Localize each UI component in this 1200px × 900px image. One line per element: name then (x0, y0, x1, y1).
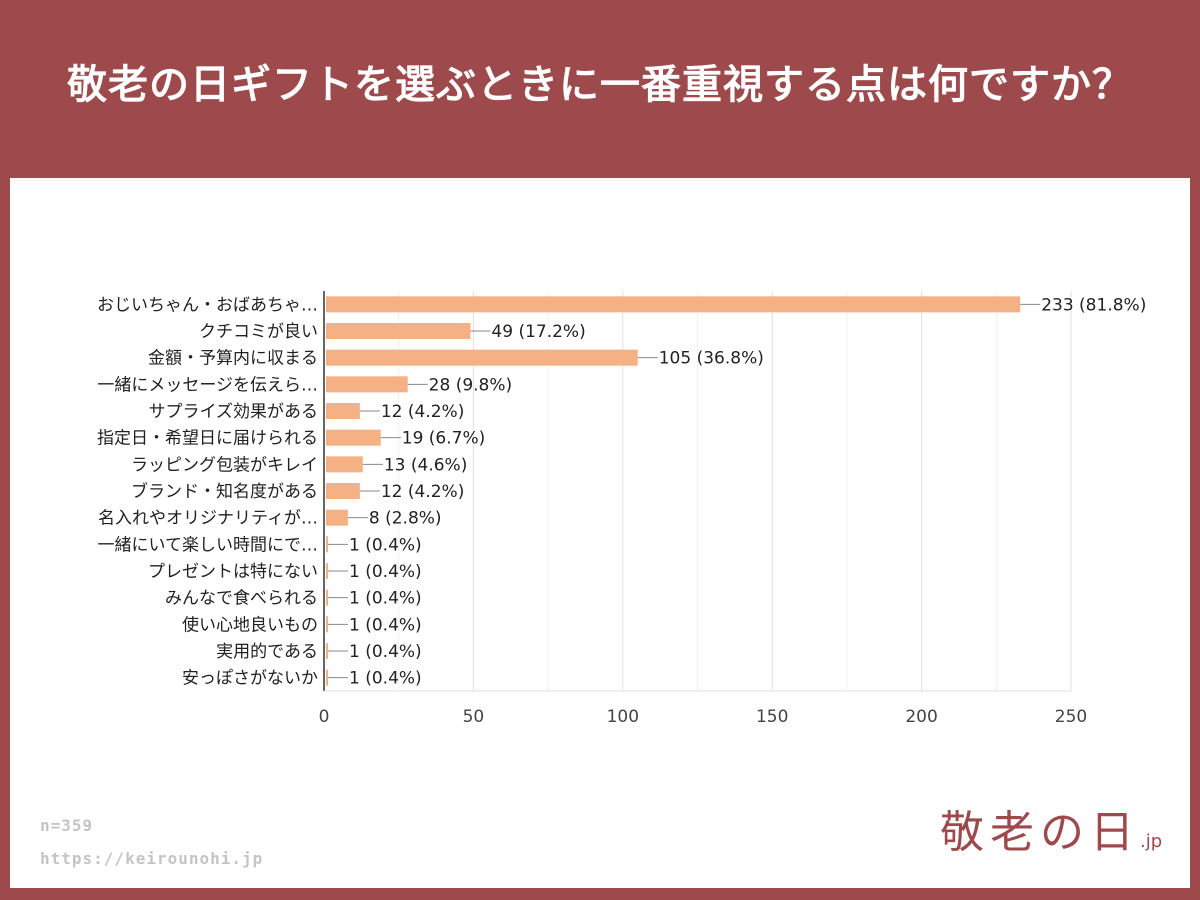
category-label: サプライズ効果がある (149, 402, 319, 422)
source-url[interactable]: https://keirounohi.jp (40, 849, 264, 868)
logo-text: 敬老の日 (940, 807, 1140, 858)
data-label: 12 (4.2%) (381, 482, 465, 502)
category-label: 指定日・希望日に届けられる (97, 429, 318, 449)
x-tick-label: 250 (1055, 707, 1087, 727)
x-tick-label: 0 (319, 707, 330, 727)
bar (326, 483, 360, 499)
bar (326, 509, 348, 526)
bar (326, 429, 381, 446)
page-title: 敬老の日ギフトを選ぶときに一番重視する点は何ですか？ (67, 62, 1133, 108)
bar (326, 296, 1021, 313)
data-label: 1 (0.4%) (349, 562, 422, 582)
data-label: 1 (0.4%) (349, 615, 422, 635)
bar (326, 563, 328, 579)
bar (326, 589, 328, 606)
data-label: 233 (81.8%) (1041, 295, 1146, 315)
data-label: 13 (4.6%) (384, 455, 468, 475)
bar (326, 349, 638, 366)
bar (326, 403, 360, 419)
bar (326, 616, 328, 633)
bar (326, 323, 471, 339)
bar (326, 536, 328, 553)
sample-size: n=359 (40, 816, 94, 835)
data-label: 8 (2.8%) (369, 509, 442, 529)
data-label: 1 (0.4%) (349, 642, 422, 662)
x-tick-label: 150 (756, 707, 788, 727)
data-label: 19 (6.7%) (402, 429, 486, 449)
data-label: 1 (0.4%) (349, 535, 422, 555)
data-label: 105 (36.8%) (659, 349, 764, 369)
category-label: ラッピング包装がキレイ (131, 455, 318, 475)
category-label: ブランド・知名度がある (131, 481, 318, 502)
category-label: 金額・予算内に収まる (148, 349, 318, 369)
x-tick-label: 200 (905, 707, 937, 727)
bar-chart: 0 50 100 150 200 250 おじいちゃん・おばあちゃ… 233 (81.8%) ク… (97, 291, 1146, 727)
category-label: 名入れやオリジナリティが… (98, 509, 318, 529)
x-tick-label: 50 (463, 707, 485, 727)
category-label: 一緒にメッセージを伝えら… (97, 375, 318, 395)
bar (326, 376, 408, 393)
bar (326, 669, 328, 686)
category-label: 実用的である (216, 642, 318, 662)
x-tick-label: 100 (607, 707, 639, 727)
data-label: 28 (9.8%) (429, 375, 513, 395)
category-label: プレゼントは特にない (148, 562, 318, 582)
bar (326, 643, 328, 659)
data-label: 1 (0.4%) (349, 589, 422, 609)
category-label: クチコミが良い (199, 322, 318, 342)
data-label: 12 (4.2%) (381, 402, 465, 422)
logo-suffix: .jp (1140, 831, 1163, 852)
chart-card: 0 50 100 150 200 250 おじいちゃん・おばあちゃ… 233 (81.8%) ク… (10, 178, 1190, 888)
category-label: 安っぽさがないか (182, 669, 318, 689)
bar (326, 456, 363, 473)
data-label: 1 (0.4%) (349, 669, 422, 689)
category-label: 使い心地良いもの (182, 614, 318, 635)
data-label: 49 (17.2%) (491, 322, 585, 342)
category-label: 一緒にいて楽しい時間にで… (98, 535, 319, 555)
category-label: みんなで食べられる (165, 589, 318, 609)
site-logo: 敬老の日.jp (940, 796, 1162, 860)
category-label: おじいちゃん・おばあちゃ… (97, 295, 318, 315)
